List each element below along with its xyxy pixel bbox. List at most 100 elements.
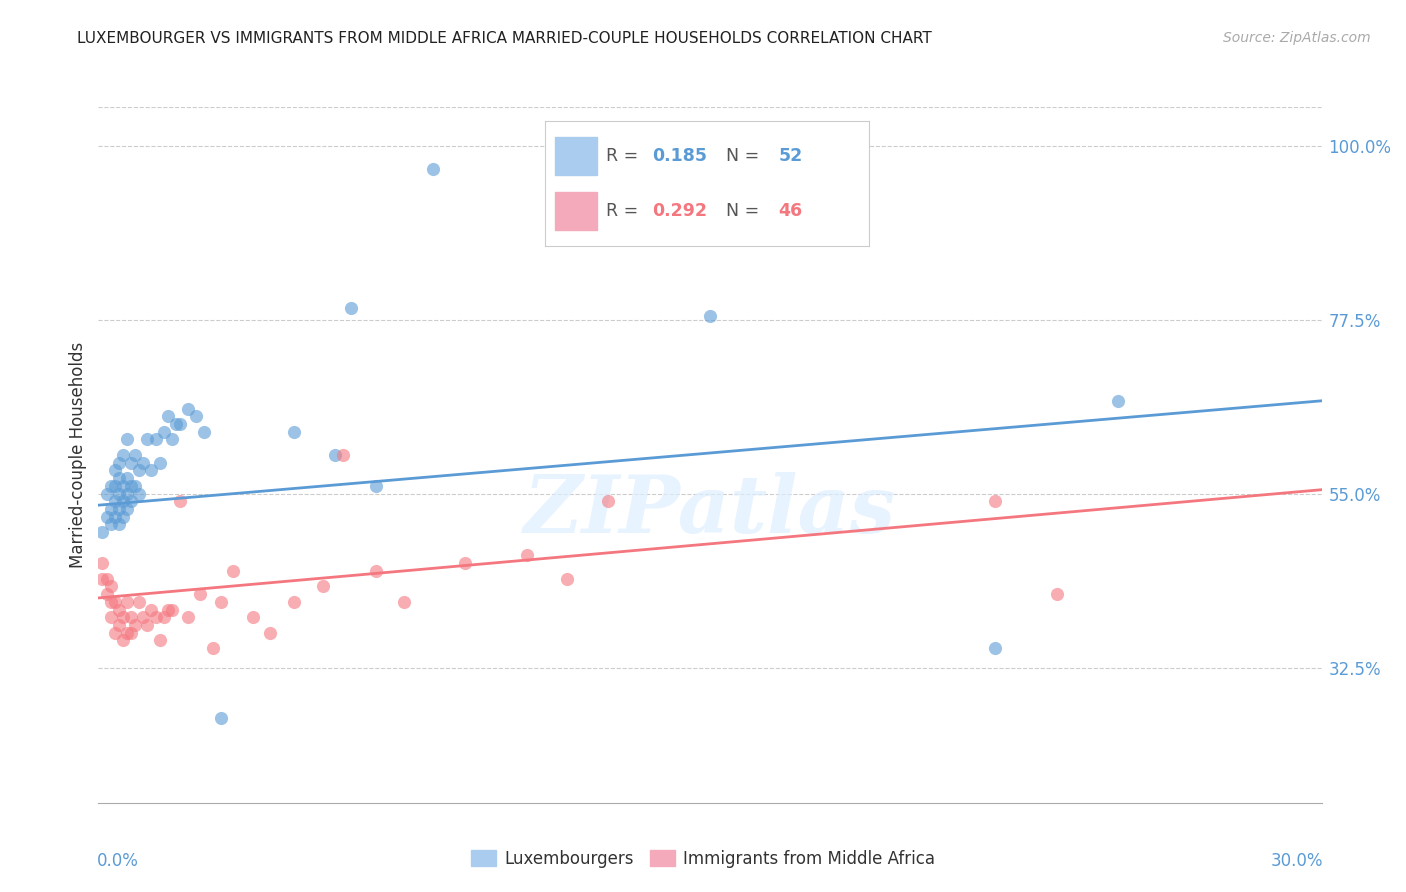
Point <box>156 409 179 424</box>
Point <box>152 610 174 624</box>
Point <box>156 602 179 616</box>
Point <box>132 610 155 624</box>
Point <box>115 595 138 609</box>
Point <box>111 610 134 624</box>
Point <box>555 572 579 586</box>
Point <box>598 494 620 508</box>
Point <box>340 301 363 315</box>
Text: Source: ZipAtlas.com: Source: ZipAtlas.com <box>1223 31 1371 45</box>
Point <box>111 494 134 508</box>
Point <box>984 641 1007 656</box>
Point <box>100 595 122 609</box>
Point <box>312 579 335 593</box>
Point <box>96 572 118 586</box>
Point <box>169 494 191 508</box>
Point <box>242 610 264 624</box>
Point <box>222 564 245 578</box>
Text: LUXEMBOURGER VS IMMIGRANTS FROM MIDDLE AFRICA MARRIED-COUPLE HOUSEHOLDS CORRELAT: LUXEMBOURGER VS IMMIGRANTS FROM MIDDLE A… <box>77 31 932 46</box>
Point <box>128 486 150 500</box>
Point <box>91 572 114 586</box>
Point <box>145 433 167 447</box>
Point <box>283 595 305 609</box>
Point <box>364 564 387 578</box>
Y-axis label: Married-couple Households: Married-couple Households <box>69 342 87 568</box>
Point <box>108 471 131 485</box>
Point <box>104 625 127 640</box>
Point <box>699 309 721 323</box>
Point <box>111 448 134 462</box>
Point <box>104 509 127 524</box>
Point <box>128 463 150 477</box>
Point <box>115 471 138 485</box>
Point <box>100 479 122 493</box>
Point <box>108 486 131 500</box>
Text: 30.0%: 30.0% <box>1271 852 1323 870</box>
Point <box>115 502 138 516</box>
Legend: Luxembourgers, Immigrants from Middle Africa: Luxembourgers, Immigrants from Middle Af… <box>464 844 942 875</box>
Point <box>160 602 183 616</box>
Point <box>364 479 387 493</box>
Point <box>124 448 146 462</box>
Point <box>141 602 163 616</box>
Point <box>392 595 416 609</box>
Point <box>149 456 172 470</box>
Point <box>201 641 224 656</box>
Point <box>108 456 131 470</box>
Point <box>1045 587 1069 601</box>
Point <box>120 625 142 640</box>
Point <box>96 587 118 601</box>
Point <box>124 618 146 632</box>
Point <box>177 610 200 624</box>
Point <box>152 425 174 439</box>
Point <box>984 494 1007 508</box>
Point <box>115 625 138 640</box>
Point <box>209 711 232 725</box>
Point <box>111 479 134 493</box>
Point <box>1107 393 1129 408</box>
Point <box>108 618 131 632</box>
Point <box>120 494 142 508</box>
Point <box>96 509 118 524</box>
Point <box>120 456 142 470</box>
Point <box>136 618 159 632</box>
Point <box>323 448 346 462</box>
Point <box>108 517 131 532</box>
Point <box>165 417 187 431</box>
Point <box>104 494 127 508</box>
Point <box>104 479 127 493</box>
Point <box>259 625 281 640</box>
Point <box>516 549 538 563</box>
Point <box>108 502 131 516</box>
Point <box>115 486 138 500</box>
Point <box>124 479 146 493</box>
Point <box>422 161 444 176</box>
Point <box>100 579 122 593</box>
Point <box>108 602 131 616</box>
Point <box>104 463 127 477</box>
Point <box>100 517 122 532</box>
Point <box>188 587 212 601</box>
Point <box>120 479 142 493</box>
Point <box>141 463 163 477</box>
Point <box>160 433 183 447</box>
Point <box>100 610 122 624</box>
Point <box>115 433 138 447</box>
Point <box>136 433 159 447</box>
Point <box>177 401 200 416</box>
Point <box>186 409 208 424</box>
Point <box>454 556 477 570</box>
Point <box>120 610 142 624</box>
Point <box>91 525 114 540</box>
Text: 0.0%: 0.0% <box>97 852 139 870</box>
Point <box>332 448 354 462</box>
Text: ZIPatlas: ZIPatlas <box>524 472 896 549</box>
Point <box>283 425 305 439</box>
Point <box>111 509 134 524</box>
Point <box>96 486 118 500</box>
Point <box>149 633 172 648</box>
Point <box>145 610 167 624</box>
Point <box>91 556 114 570</box>
Point <box>193 425 215 439</box>
Point <box>209 595 232 609</box>
Point <box>169 417 191 431</box>
